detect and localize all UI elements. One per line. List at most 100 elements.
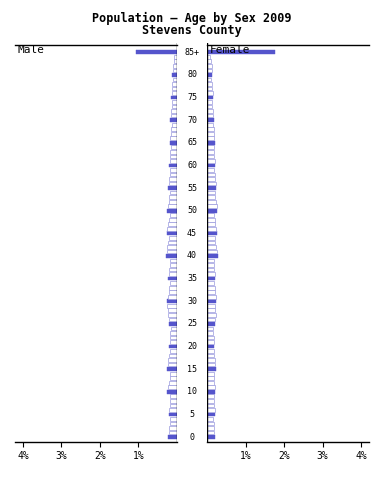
Bar bbox=[170, 404, 177, 407]
Bar bbox=[172, 91, 177, 95]
Bar bbox=[207, 64, 212, 68]
Bar bbox=[207, 431, 214, 434]
Text: 50: 50 bbox=[187, 206, 197, 215]
Bar bbox=[207, 182, 216, 185]
Text: 20: 20 bbox=[187, 342, 197, 351]
Bar bbox=[207, 168, 214, 172]
Bar bbox=[173, 64, 177, 68]
Bar bbox=[207, 381, 214, 384]
Bar bbox=[207, 91, 213, 95]
Bar bbox=[170, 259, 177, 263]
Bar bbox=[207, 214, 214, 217]
Bar bbox=[170, 191, 177, 194]
Bar bbox=[207, 145, 214, 149]
Bar bbox=[169, 345, 177, 348]
Bar bbox=[170, 118, 177, 122]
Bar bbox=[207, 435, 215, 439]
Bar bbox=[169, 317, 177, 321]
Bar bbox=[207, 141, 215, 144]
Bar bbox=[172, 105, 177, 108]
Bar bbox=[169, 413, 177, 416]
Bar bbox=[170, 331, 177, 335]
Bar bbox=[168, 240, 177, 244]
Bar bbox=[170, 141, 177, 144]
Bar bbox=[169, 218, 177, 222]
Text: 15: 15 bbox=[187, 365, 197, 373]
Bar bbox=[207, 209, 217, 213]
Bar bbox=[207, 417, 213, 421]
Bar bbox=[207, 354, 214, 358]
Bar bbox=[207, 358, 215, 362]
Bar bbox=[170, 399, 177, 403]
Bar bbox=[136, 50, 177, 54]
Bar bbox=[207, 222, 215, 226]
Bar bbox=[207, 290, 215, 294]
Bar bbox=[167, 227, 177, 231]
Bar bbox=[168, 277, 177, 280]
Bar bbox=[207, 413, 215, 416]
Bar bbox=[207, 218, 215, 222]
Bar bbox=[207, 363, 215, 367]
Bar bbox=[169, 164, 177, 168]
Bar bbox=[169, 200, 177, 204]
Bar bbox=[170, 159, 177, 163]
Bar bbox=[171, 326, 177, 330]
Bar bbox=[170, 168, 177, 172]
Bar bbox=[170, 336, 177, 339]
Bar bbox=[207, 236, 215, 240]
Bar bbox=[169, 177, 177, 181]
Bar bbox=[169, 272, 177, 276]
Text: 40: 40 bbox=[187, 252, 197, 261]
Text: 65: 65 bbox=[187, 138, 197, 147]
Bar bbox=[174, 55, 177, 59]
Bar bbox=[167, 367, 177, 371]
Bar bbox=[207, 231, 217, 235]
Bar bbox=[207, 304, 215, 308]
Bar bbox=[170, 340, 177, 344]
Bar bbox=[169, 290, 177, 294]
Bar bbox=[170, 263, 177, 267]
Bar bbox=[207, 376, 214, 380]
Bar bbox=[169, 286, 177, 289]
Text: Female: Female bbox=[209, 46, 250, 56]
Bar bbox=[172, 73, 177, 77]
Bar bbox=[169, 268, 177, 271]
Bar bbox=[207, 164, 215, 168]
Bar bbox=[168, 363, 177, 367]
Bar bbox=[207, 227, 216, 231]
Bar bbox=[169, 381, 177, 384]
Bar bbox=[170, 376, 177, 380]
Bar bbox=[207, 155, 214, 158]
Bar bbox=[207, 73, 212, 77]
Bar bbox=[167, 300, 177, 303]
Bar bbox=[172, 100, 177, 104]
Text: 25: 25 bbox=[187, 319, 197, 328]
Bar bbox=[171, 114, 177, 118]
Text: 70: 70 bbox=[187, 116, 197, 125]
Bar bbox=[207, 313, 216, 317]
Bar bbox=[171, 109, 177, 113]
Bar bbox=[167, 390, 177, 394]
Bar bbox=[168, 309, 177, 312]
Bar bbox=[170, 349, 177, 353]
Bar bbox=[168, 385, 177, 389]
Bar bbox=[207, 300, 216, 303]
Bar bbox=[207, 55, 210, 59]
Bar bbox=[168, 435, 177, 439]
Bar bbox=[207, 395, 214, 398]
Bar bbox=[169, 182, 177, 185]
Bar bbox=[207, 268, 214, 271]
Bar bbox=[207, 136, 214, 140]
Bar bbox=[207, 259, 214, 263]
Bar bbox=[173, 78, 177, 81]
Bar bbox=[207, 254, 218, 258]
Bar bbox=[207, 349, 214, 353]
Bar bbox=[207, 336, 214, 339]
Bar bbox=[169, 322, 177, 326]
Bar bbox=[207, 331, 213, 335]
Text: 35: 35 bbox=[187, 274, 197, 283]
Bar bbox=[169, 236, 177, 240]
Bar bbox=[171, 132, 177, 136]
Bar bbox=[207, 60, 211, 63]
Bar bbox=[169, 431, 177, 434]
